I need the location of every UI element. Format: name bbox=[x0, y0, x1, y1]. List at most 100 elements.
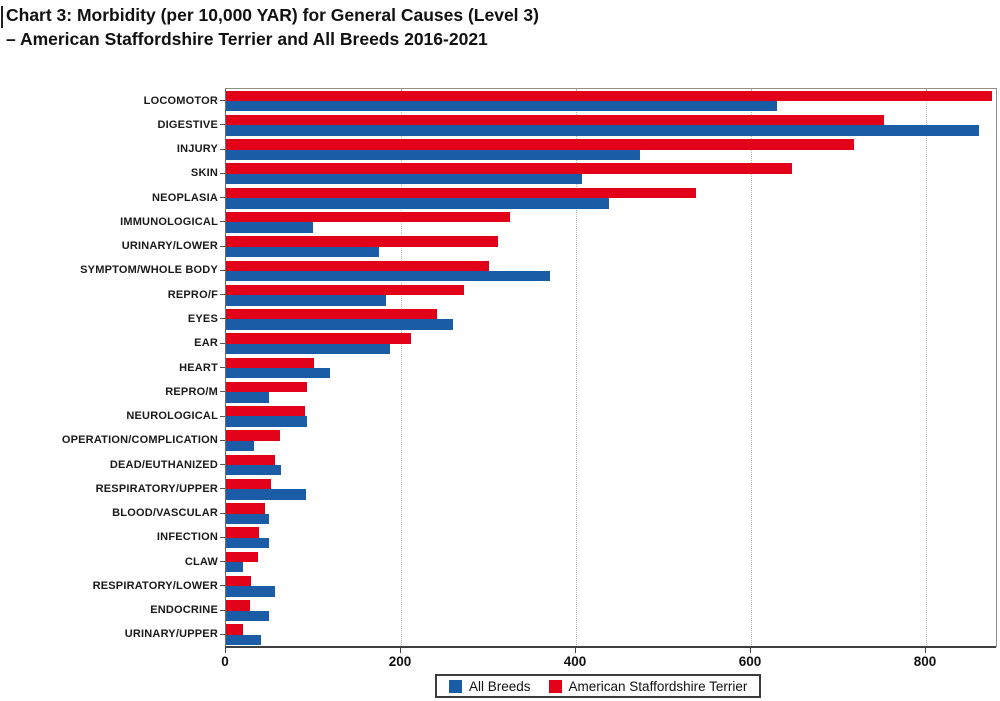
bar-american-staffordshire-terrier bbox=[226, 333, 411, 344]
x-tick-mark bbox=[750, 648, 751, 653]
y-tick-mark bbox=[220, 561, 225, 563]
bar-row bbox=[226, 235, 996, 259]
y-tick-mark bbox=[220, 488, 225, 490]
category-label: NEOPLASIA bbox=[152, 191, 218, 204]
bar-all-breeds bbox=[226, 343, 390, 355]
bar-american-staffordshire-terrier bbox=[226, 454, 275, 465]
category-label: NEUROLOGICAL bbox=[126, 410, 218, 423]
category-label: SYMPTOM/WHOLE BODY bbox=[80, 264, 218, 277]
bar-american-staffordshire-terrier bbox=[226, 503, 266, 514]
category-label: SKIN bbox=[190, 167, 218, 180]
bar-row bbox=[226, 162, 996, 186]
bar-all-breeds bbox=[226, 319, 453, 330]
bar-row bbox=[226, 356, 996, 380]
bar-row bbox=[226, 477, 996, 501]
category-label: URINARY/LOWER bbox=[121, 240, 218, 253]
y-tick-mark bbox=[220, 269, 225, 271]
bar-american-staffordshire-terrier bbox=[226, 575, 252, 587]
chart-title: Chart 3: Morbidity (per 10,000 YAR) for … bbox=[6, 3, 539, 51]
category-label: REPRO/M bbox=[165, 385, 218, 398]
category-label: EYES bbox=[187, 312, 218, 325]
x-tick-mark bbox=[400, 648, 401, 653]
bar-all-breeds bbox=[226, 416, 307, 427]
bar-all-breeds bbox=[226, 562, 243, 573]
category-label: CLAW bbox=[184, 555, 218, 568]
bar-row bbox=[226, 526, 996, 550]
y-tick-mark bbox=[220, 464, 225, 466]
bar-american-staffordshire-terrier bbox=[226, 430, 281, 441]
category-label: REPRO/F bbox=[167, 288, 218, 301]
y-axis-category-labels: LOCOMOTOR DIGESTIVE INJURY SKIN NEOPLASIA IMM… bbox=[0, 88, 225, 646]
bar-american-staffordshire-terrier bbox=[226, 309, 437, 320]
category-label: OPERATION/COMPLICATION bbox=[61, 434, 218, 447]
legend-swatch-all-breeds-icon bbox=[449, 679, 462, 693]
y-tick-mark bbox=[220, 148, 225, 150]
bar-row bbox=[226, 186, 996, 210]
bar-row bbox=[226, 380, 996, 404]
category-label: IMMUNOLOGICAL bbox=[120, 215, 218, 228]
legend-label-all-breeds: All Breeds bbox=[469, 678, 531, 694]
legend-item-all-breeds: All Breeds bbox=[449, 679, 531, 694]
y-tick-mark bbox=[220, 536, 225, 538]
bar-american-staffordshire-terrier bbox=[226, 357, 314, 368]
bar-all-breeds bbox=[226, 392, 269, 403]
bar-row bbox=[226, 332, 996, 356]
bar-row bbox=[226, 429, 996, 453]
bar-american-staffordshire-terrier bbox=[226, 236, 499, 247]
category-label: DIGESTIVE bbox=[157, 118, 218, 131]
plot-area bbox=[225, 88, 997, 647]
category-label: HEART bbox=[179, 361, 218, 374]
bar-all-breeds bbox=[226, 270, 550, 282]
category-label: INFECTION bbox=[156, 531, 218, 544]
bar-all-breeds bbox=[226, 440, 254, 452]
y-tick-mark bbox=[220, 197, 225, 199]
bar-row bbox=[226, 113, 996, 137]
y-tick-mark bbox=[220, 415, 225, 417]
x-tick-mark bbox=[225, 648, 226, 653]
bar-row bbox=[226, 550, 996, 574]
y-tick-mark bbox=[220, 221, 225, 223]
bar-row bbox=[226, 501, 996, 525]
bar-american-staffordshire-terrier bbox=[226, 381, 308, 393]
text-cursor-caret bbox=[1, 6, 3, 28]
y-tick-mark bbox=[220, 609, 225, 611]
bar-all-breeds bbox=[226, 489, 306, 500]
category-label: LOCOMOTOR bbox=[143, 94, 218, 107]
bar-row bbox=[226, 623, 996, 647]
legend-item-ast: American Staffordshire Terrier bbox=[548, 678, 748, 694]
x-tick-mark bbox=[925, 648, 926, 653]
category-label: RESPIRATORY/LOWER bbox=[92, 579, 218, 592]
bar-american-staffordshire-terrier bbox=[226, 187, 696, 199]
category-label: URINARY/UPPER bbox=[124, 628, 218, 641]
y-tick-mark bbox=[220, 342, 225, 344]
legend: All Breeds American Staffordshire Terrie… bbox=[435, 674, 762, 698]
bar-all-breeds bbox=[226, 125, 979, 136]
bar-row bbox=[226, 89, 996, 113]
x-tick-mark bbox=[575, 648, 576, 653]
bar-row bbox=[226, 283, 996, 307]
bar-all-breeds bbox=[226, 367, 331, 379]
legend-label-ast: American Staffordshire Terrier bbox=[568, 678, 748, 694]
y-tick-mark bbox=[220, 367, 225, 368]
bar-all-breeds bbox=[226, 634, 261, 646]
y-tick-mark bbox=[220, 439, 225, 441]
category-label: BLOOD/VASCULAR bbox=[112, 507, 218, 520]
y-tick-mark bbox=[220, 633, 225, 635]
y-tick-mark bbox=[220, 245, 225, 247]
bar-row bbox=[226, 210, 996, 234]
gridline bbox=[401, 89, 402, 647]
bar-american-staffordshire-terrier bbox=[226, 90, 992, 102]
bar-all-breeds bbox=[226, 610, 269, 621]
category-label: ENDOCRINE bbox=[150, 604, 218, 617]
bar-row bbox=[226, 574, 996, 598]
category-label: RESPIRATORY/UPPER bbox=[95, 482, 218, 495]
bar-american-staffordshire-terrier bbox=[226, 624, 243, 635]
bar-american-staffordshire-terrier bbox=[226, 478, 271, 490]
legend-swatch-ast-icon bbox=[548, 679, 562, 693]
x-tick-label: 800 bbox=[913, 654, 937, 669]
bar-all-breeds bbox=[226, 198, 610, 209]
bar-all-breeds bbox=[226, 586, 275, 597]
y-tick-mark bbox=[220, 124, 225, 126]
y-tick-mark bbox=[220, 172, 225, 174]
